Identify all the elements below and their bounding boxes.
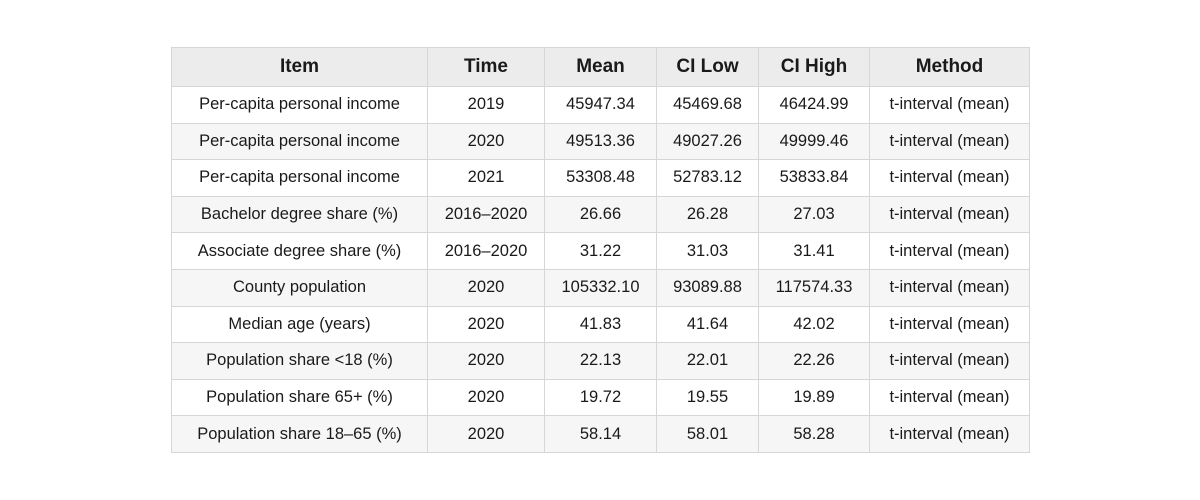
cell-time: 2020 [427, 378, 545, 417]
cell-time: 2020 [427, 342, 545, 380]
column-header-item: Item [171, 47, 428, 87]
cell-ci-high: 49999.46 [758, 122, 870, 161]
column-header-ci-low: CI Low [656, 47, 759, 87]
cell-item: Population share 18–65 (%) [171, 415, 428, 453]
cell-ci-low: 49027.26 [656, 122, 759, 161]
table-header-row: Item Time Mean CI Low CI High Method [171, 47, 1030, 87]
cell-method: t-interval (mean) [869, 159, 1030, 197]
column-header-method: Method [869, 47, 1030, 87]
column-header-mean: Mean [544, 47, 657, 87]
cell-method: t-interval (mean) [869, 232, 1030, 270]
cell-method: t-interval (mean) [869, 415, 1030, 453]
cell-item: County population [171, 268, 428, 307]
cell-ci-high: 19.89 [758, 378, 870, 417]
cell-mean: 53308.48 [544, 159, 657, 197]
table-row: Per-capita personal income 2020 49513.36 49… [171, 122, 1030, 161]
ci-summary-table: Item Time Mean CI Low CI High Method Per… [171, 47, 1030, 453]
cell-method: t-interval (mean) [869, 86, 1030, 124]
cell-mean: 49513.36 [544, 122, 657, 161]
cell-time: 2020 [427, 268, 545, 307]
cell-mean: 45947.34 [544, 86, 657, 124]
table-row: Associate degree share (%) 2016–2020 31.22… [171, 232, 1030, 270]
cell-mean: 31.22 [544, 232, 657, 270]
cell-item: Population share 65+ (%) [171, 378, 428, 417]
column-header-time: Time [427, 47, 545, 87]
cell-time: 2019 [427, 86, 545, 124]
cell-ci-high: 27.03 [758, 195, 870, 234]
table-row: Bachelor degree share (%) 2016–2020 26.66 2… [171, 195, 1030, 234]
cell-item: Median age (years) [171, 305, 428, 344]
table-row: Per-capita personal income 2019 45947.34 45… [171, 86, 1030, 124]
cell-time: 2016–2020 [427, 232, 545, 270]
cell-time: 2020 [427, 122, 545, 161]
cell-ci-high: 53833.84 [758, 159, 870, 197]
cell-method: t-interval (mean) [869, 122, 1030, 161]
cell-time: 2020 [427, 415, 545, 453]
cell-mean: 22.13 [544, 342, 657, 380]
cell-ci-low: 45469.68 [656, 86, 759, 124]
table-row: Population share <18 (%) 2020 22.13 22.01 22… [171, 342, 1030, 380]
cell-mean: 58.14 [544, 415, 657, 453]
cell-item: Per-capita personal income [171, 159, 428, 197]
cell-ci-low: 31.03 [656, 232, 759, 270]
cell-method: t-interval (mean) [869, 195, 1030, 234]
data-table-container: Item Time Mean CI Low CI High Method Per… [171, 47, 1030, 453]
cell-ci-low: 41.64 [656, 305, 759, 344]
cell-mean: 26.66 [544, 195, 657, 234]
cell-ci-low: 22.01 [656, 342, 759, 380]
cell-ci-high: 42.02 [758, 305, 870, 344]
cell-ci-low: 52783.12 [656, 159, 759, 197]
cell-ci-high: 117574.33 [758, 268, 870, 307]
cell-item: Population share <18 (%) [171, 342, 428, 380]
table-row: Population share 18–65 (%) 2020 58.14 58.01… [171, 415, 1030, 453]
cell-mean: 41.83 [544, 305, 657, 344]
cell-item: Per-capita personal income [171, 122, 428, 161]
cell-time: 2020 [427, 305, 545, 344]
cell-time: 2016–2020 [427, 195, 545, 234]
table-body: Per-capita personal income 2019 45947.34 45… [171, 86, 1030, 453]
cell-ci-high: 31.41 [758, 232, 870, 270]
column-header-ci-high: CI High [758, 47, 870, 87]
cell-ci-low: 93089.88 [656, 268, 759, 307]
cell-mean: 105332.10 [544, 268, 657, 307]
cell-ci-low: 19.55 [656, 378, 759, 417]
table-row: Population share 65+ (%) 2020 19.72 19.55 19… [171, 378, 1030, 417]
cell-item: Per-capita personal income [171, 86, 428, 124]
cell-mean: 19.72 [544, 378, 657, 417]
table-row: County population 2020 105332.10 93089.88 11… [171, 268, 1030, 307]
cell-ci-low: 58.01 [656, 415, 759, 453]
cell-time: 2021 [427, 159, 545, 197]
cell-ci-high: 58.28 [758, 415, 870, 453]
cell-method: t-interval (mean) [869, 268, 1030, 307]
cell-ci-low: 26.28 [656, 195, 759, 234]
table-row: Median age (years) 2020 41.83 41.64 42.02 t-i… [171, 305, 1030, 344]
cell-method: t-interval (mean) [869, 378, 1030, 417]
cell-method: t-interval (mean) [869, 342, 1030, 380]
cell-ci-high: 22.26 [758, 342, 870, 380]
cell-item: Associate degree share (%) [171, 232, 428, 270]
cell-method: t-interval (mean) [869, 305, 1030, 344]
cell-item: Bachelor degree share (%) [171, 195, 428, 234]
table-row: Per-capita personal income 2021 53308.48 52… [171, 159, 1030, 197]
cell-ci-high: 46424.99 [758, 86, 870, 124]
